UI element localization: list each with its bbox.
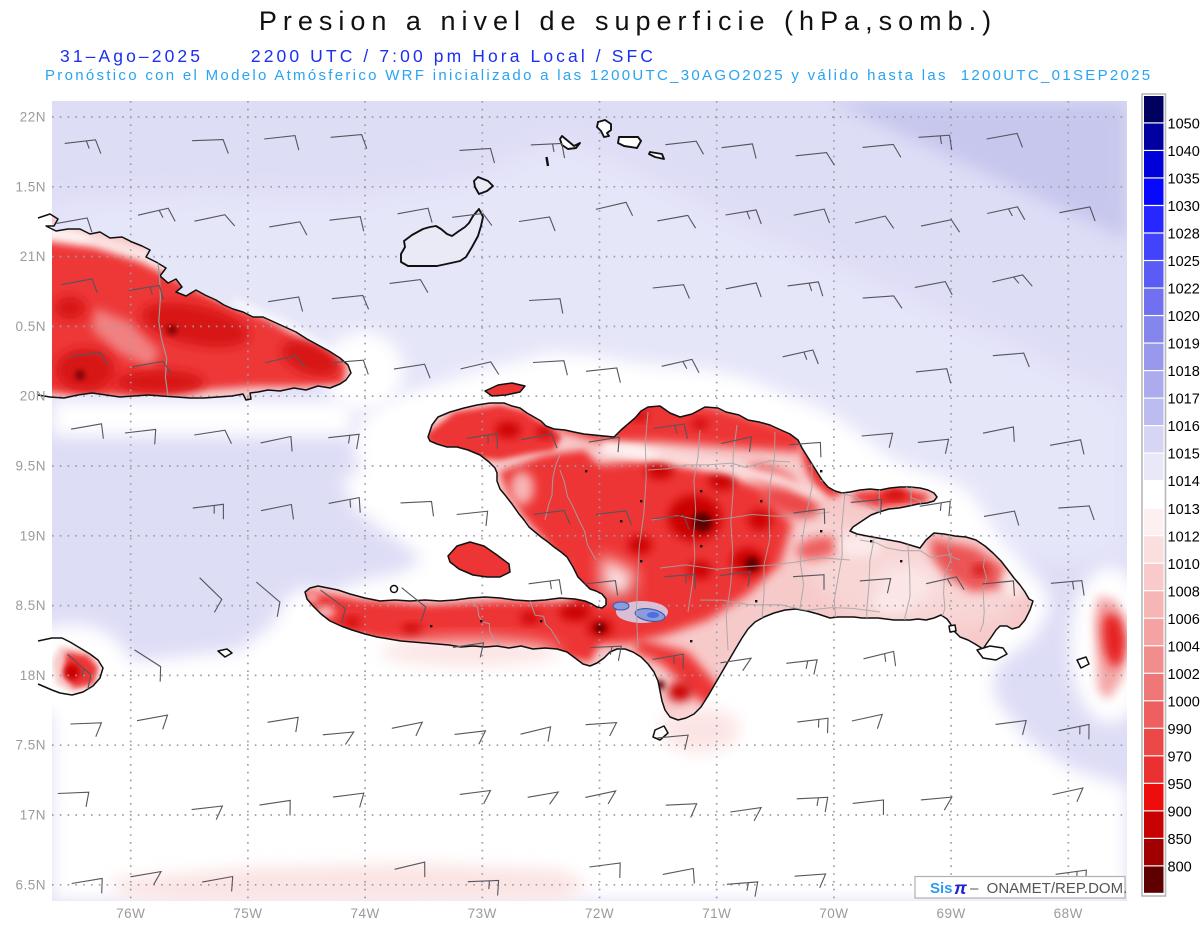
svg-text:850: 850	[1168, 832, 1192, 848]
svg-text:Sis: Sis	[930, 880, 953, 897]
svg-text:8.5N: 8.5N	[15, 598, 46, 613]
svg-text:6.5N: 6.5N	[15, 877, 46, 892]
svg-text:950: 950	[1168, 777, 1192, 793]
svg-text:1016: 1016	[1168, 419, 1200, 435]
svg-text:990: 990	[1168, 722, 1192, 738]
svg-text:21N: 21N	[20, 249, 46, 264]
svg-text:800: 800	[1168, 860, 1192, 876]
svg-text:68W: 68W	[1054, 906, 1083, 921]
svg-text:1000: 1000	[1168, 694, 1200, 710]
svg-text:1018: 1018	[1168, 364, 1200, 380]
svg-text:17N: 17N	[20, 808, 46, 823]
svg-text:π: π	[954, 878, 967, 898]
svg-text:1028: 1028	[1168, 227, 1200, 243]
svg-text:73W: 73W	[468, 906, 497, 921]
svg-text:76W: 76W	[116, 906, 145, 921]
svg-text:1040: 1040	[1168, 144, 1200, 160]
svg-text:70W: 70W	[819, 906, 848, 921]
svg-text:74W: 74W	[350, 906, 379, 921]
svg-text:19N: 19N	[20, 528, 46, 543]
svg-text:1002: 1002	[1168, 667, 1200, 683]
svg-text:20N: 20N	[20, 389, 46, 404]
svg-text:1014: 1014	[1168, 474, 1200, 490]
svg-text:1008: 1008	[1168, 584, 1200, 600]
svg-text:1012: 1012	[1168, 529, 1200, 545]
svg-text:7.5N: 7.5N	[15, 738, 46, 753]
svg-text:75W: 75W	[233, 906, 262, 921]
svg-text:1025: 1025	[1168, 254, 1200, 270]
svg-text:9.5N: 9.5N	[15, 459, 46, 474]
svg-text:1022: 1022	[1168, 282, 1200, 298]
svg-text:1010: 1010	[1168, 557, 1200, 573]
svg-text:900: 900	[1168, 804, 1192, 820]
svg-text:69W: 69W	[936, 906, 965, 921]
svg-text:1015: 1015	[1168, 447, 1200, 463]
svg-text:970: 970	[1168, 749, 1192, 765]
svg-text:– ONAMET/REP.DOM.: – ONAMET/REP.DOM.	[970, 880, 1127, 897]
svg-text:1013: 1013	[1168, 502, 1200, 518]
svg-text:22N: 22N	[20, 110, 46, 125]
svg-text:1020: 1020	[1168, 309, 1200, 325]
svg-text:1030: 1030	[1168, 199, 1200, 215]
svg-text:71W: 71W	[702, 906, 731, 921]
svg-text:72W: 72W	[585, 906, 614, 921]
svg-text:1004: 1004	[1168, 639, 1200, 655]
svg-text:0.5N: 0.5N	[15, 319, 46, 334]
svg-text:1035: 1035	[1168, 172, 1200, 188]
svg-text:1.5N: 1.5N	[15, 179, 46, 194]
svg-text:1017: 1017	[1168, 392, 1200, 408]
svg-text:1050: 1050	[1168, 117, 1200, 133]
svg-text:1019: 1019	[1168, 337, 1200, 353]
svg-text:1006: 1006	[1168, 612, 1200, 628]
svg-text:18N: 18N	[20, 668, 46, 683]
